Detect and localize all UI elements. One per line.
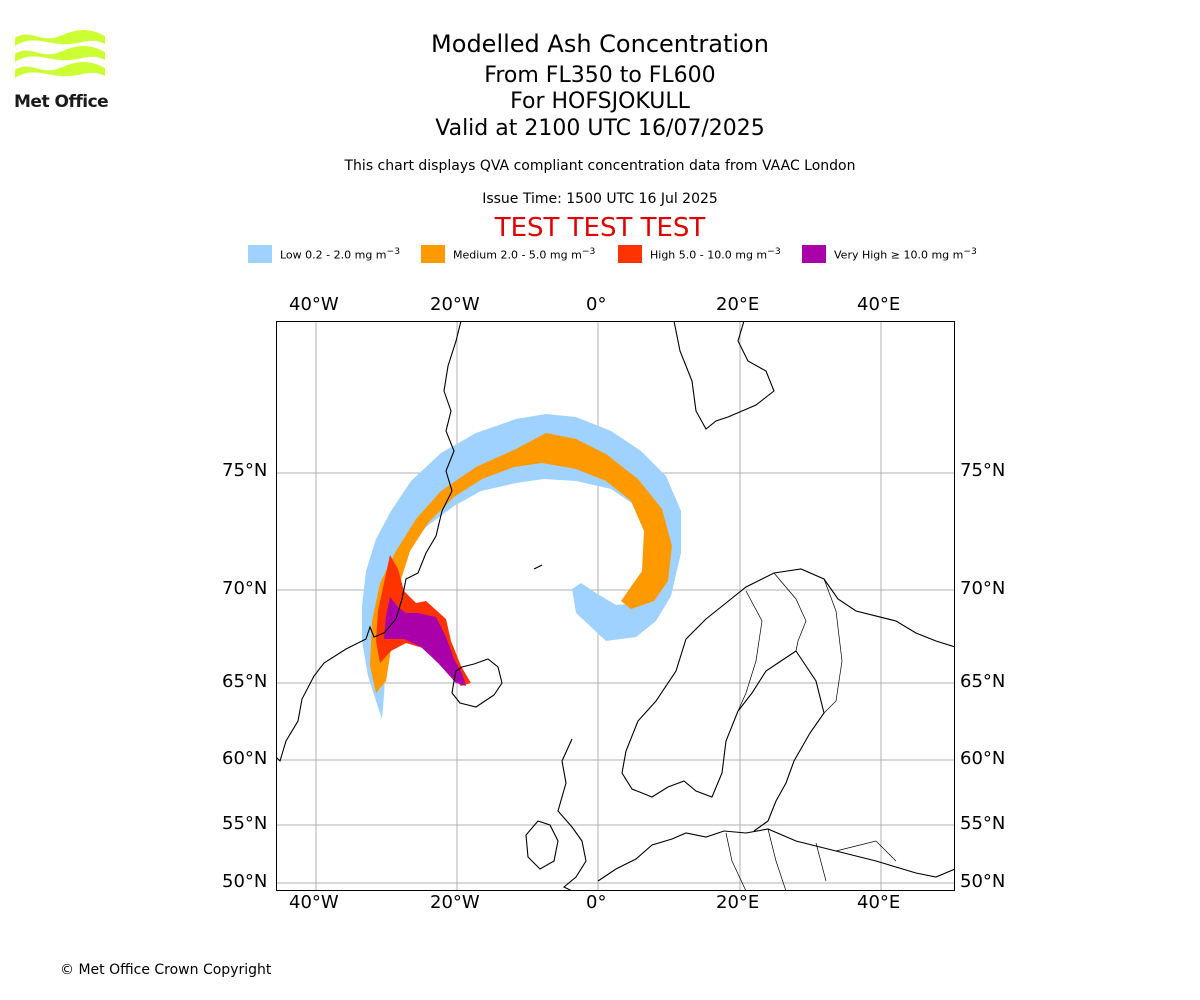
ash-medium-region bbox=[370, 433, 672, 693]
great-britain-coast bbox=[557, 738, 587, 891]
lat-label-left-70n: 70°N bbox=[222, 578, 268, 599]
lat-label-left-55n: 55°N bbox=[222, 813, 268, 834]
lat-label-right-50n: 50°N bbox=[960, 871, 1006, 892]
jan-mayen bbox=[533, 564, 543, 570]
lat-label-right-75n: 75°N bbox=[960, 460, 1006, 481]
chart-description: This chart displays QVA compliant concen… bbox=[344, 158, 856, 174]
legend-label-low: Low 0.2 - 2.0 mg m−3 bbox=[280, 246, 401, 262]
legend-item-medium: Medium 2.0 - 5.0 mg m−3 bbox=[421, 244, 595, 264]
legend-swatch-medium bbox=[421, 245, 445, 263]
met-office-waves-icon bbox=[15, 30, 105, 78]
valid-time: Valid at 2100 UTC 16/07/2025 bbox=[435, 116, 765, 141]
volcano-name: For HOFSJOKULL bbox=[510, 89, 690, 114]
svalbard-coast bbox=[673, 321, 775, 430]
lon-label-top-20w: 20°W bbox=[430, 294, 480, 315]
lon-label-top-40e: 40°E bbox=[857, 294, 901, 315]
iceland-coast bbox=[451, 658, 503, 708]
lon-label-bottom-20e: 20°E bbox=[716, 892, 760, 913]
lon-label-top-20e: 20°E bbox=[716, 294, 760, 315]
legend-item-high: High 5.0 - 10.0 mg m−3 bbox=[618, 244, 781, 264]
legend-swatch-high bbox=[618, 245, 642, 263]
legend-swatch-very-high bbox=[802, 245, 826, 263]
lat-label-right-70n: 70°N bbox=[960, 578, 1006, 599]
lat-label-right-55n: 55°N bbox=[960, 813, 1006, 834]
europe-coast bbox=[597, 828, 955, 882]
ash-map bbox=[276, 321, 955, 891]
ash-very-high-region bbox=[384, 597, 466, 686]
lon-label-bottom-40w: 40°W bbox=[289, 892, 339, 913]
lat-label-left-75n: 75°N bbox=[222, 460, 268, 481]
lat-label-left-65n: 65°N bbox=[222, 671, 268, 692]
lon-label-bottom-20w: 20°W bbox=[430, 892, 480, 913]
logo-text: Met Office bbox=[14, 92, 109, 112]
lon-label-top-40w: 40°W bbox=[289, 294, 339, 315]
met-office-logo bbox=[12, 28, 112, 118]
test-banner: TEST TEST TEST bbox=[494, 213, 706, 243]
lon-label-bottom-0: 0° bbox=[586, 892, 607, 913]
legend-item-very-high: Very High ≥ 10.0 mg m−3 bbox=[802, 244, 977, 264]
lat-label-right-60n: 60°N bbox=[960, 748, 1006, 769]
norway-south-coast bbox=[621, 638, 797, 798]
greenland-coast bbox=[276, 321, 462, 763]
lat-label-right-65n: 65°N bbox=[960, 671, 1006, 692]
copyright-notice: © Met Office Crown Copyright bbox=[60, 962, 272, 978]
flight-levels: From FL350 to FL600 bbox=[484, 63, 716, 88]
ireland-coast bbox=[525, 820, 559, 870]
lat-label-left-60n: 60°N bbox=[222, 748, 268, 769]
issue-time: Issue Time: 1500 UTC 16 Jul 2025 bbox=[482, 191, 718, 207]
legend-label-very-high: Very High ≥ 10.0 mg m−3 bbox=[834, 246, 977, 262]
legend-label-high: High 5.0 - 10.0 mg m−3 bbox=[650, 246, 781, 262]
chart-title: Modelled Ash Concentration bbox=[431, 30, 769, 58]
map-frame bbox=[276, 321, 955, 891]
legend-swatch-low bbox=[248, 245, 272, 263]
legend-label-medium: Medium 2.0 - 5.0 mg m−3 bbox=[453, 246, 596, 262]
legend: Low 0.2 - 2.0 mg m−3 Medium 2.0 - 5.0 mg… bbox=[0, 244, 1200, 264]
lat-label-left-50n: 50°N bbox=[222, 871, 268, 892]
lon-label-bottom-40e: 40°E bbox=[857, 892, 901, 913]
legend-item-low: Low 0.2 - 2.0 mg m−3 bbox=[248, 244, 400, 264]
ash-low-region bbox=[362, 414, 681, 719]
lon-label-top-0: 0° bbox=[586, 294, 607, 315]
country-borders bbox=[725, 572, 897, 891]
finland-coast bbox=[753, 650, 825, 832]
